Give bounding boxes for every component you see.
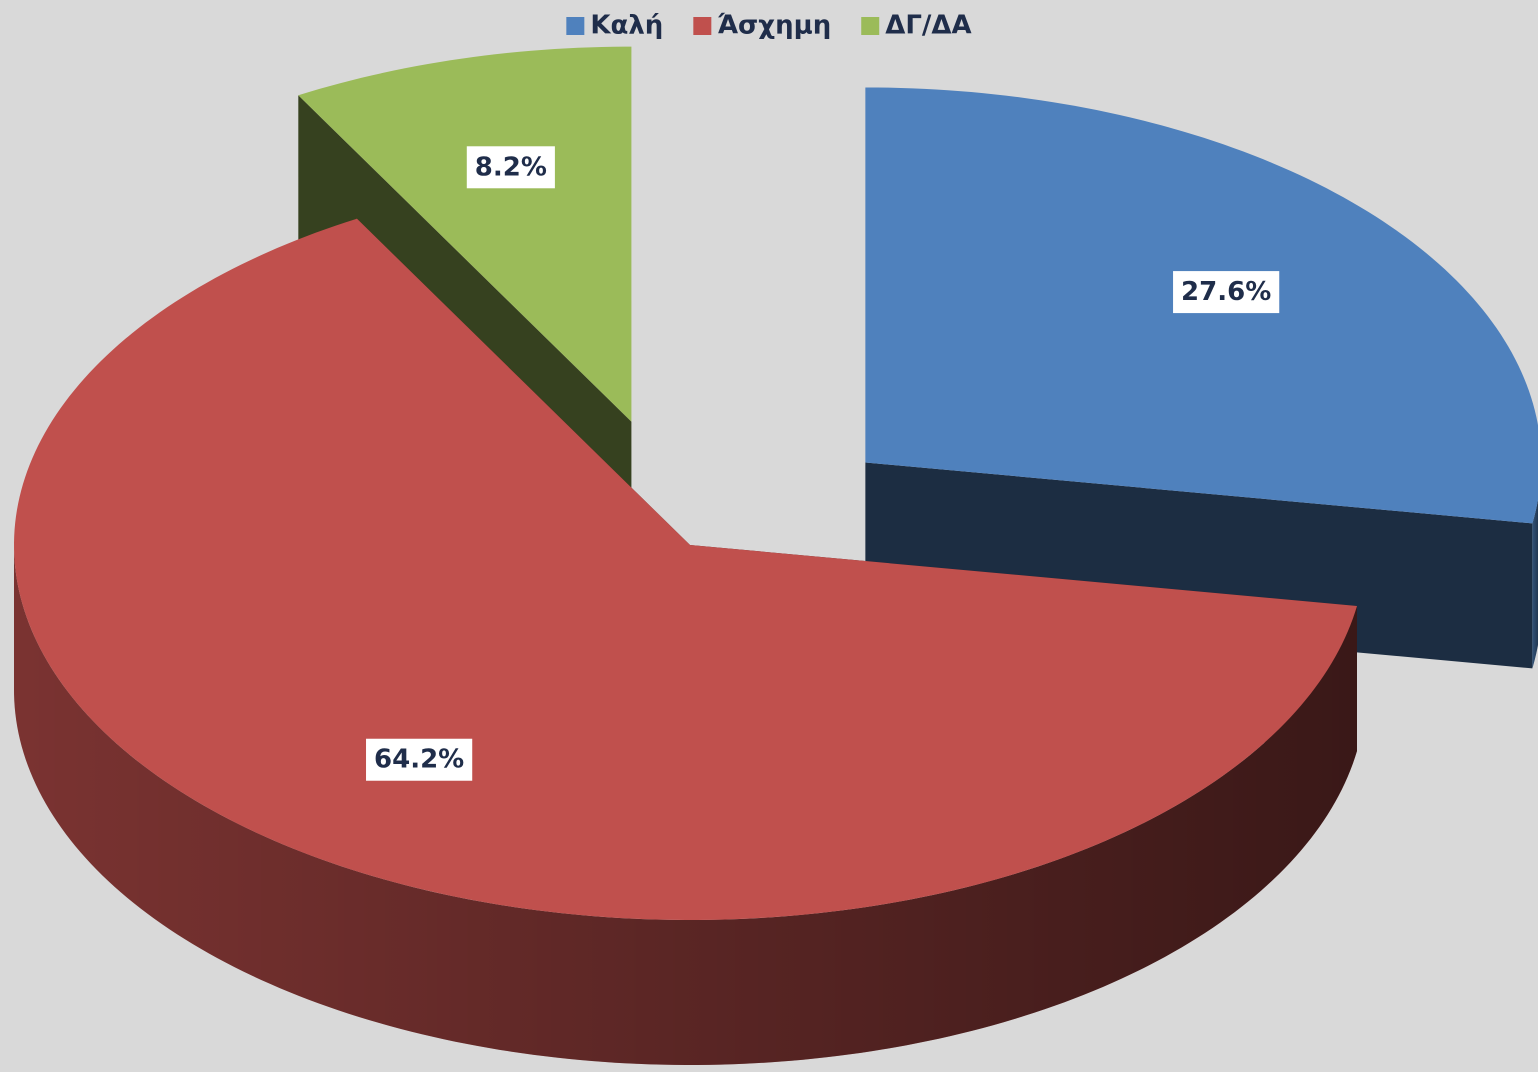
data-label: 8.2%: [475, 152, 547, 182]
legend-label: Άσχημη: [717, 11, 831, 41]
data-label-box: [366, 738, 473, 781]
slice-wall-shade: [1532, 499, 1538, 669]
legend-label: ΔΓ/ΔΑ: [885, 11, 971, 41]
slice-top: [298, 46, 632, 422]
legend-swatch: [566, 17, 585, 35]
slice: [14, 218, 1357, 1065]
data-label-box: [466, 146, 555, 189]
slice-wall-shade: [14, 545, 1357, 1065]
legend-label: Καλή: [590, 11, 663, 41]
legend-swatch: [861, 17, 880, 35]
data-label: 64.2%: [374, 745, 464, 775]
legend-swatch: [693, 17, 712, 35]
data-label-box: [1173, 271, 1280, 314]
legend: Καλή Άσχημη ΔΓ/ΔΑ: [566, 11, 972, 41]
slice-top: [14, 218, 1357, 920]
data-label: 27.6%: [1181, 277, 1271, 307]
